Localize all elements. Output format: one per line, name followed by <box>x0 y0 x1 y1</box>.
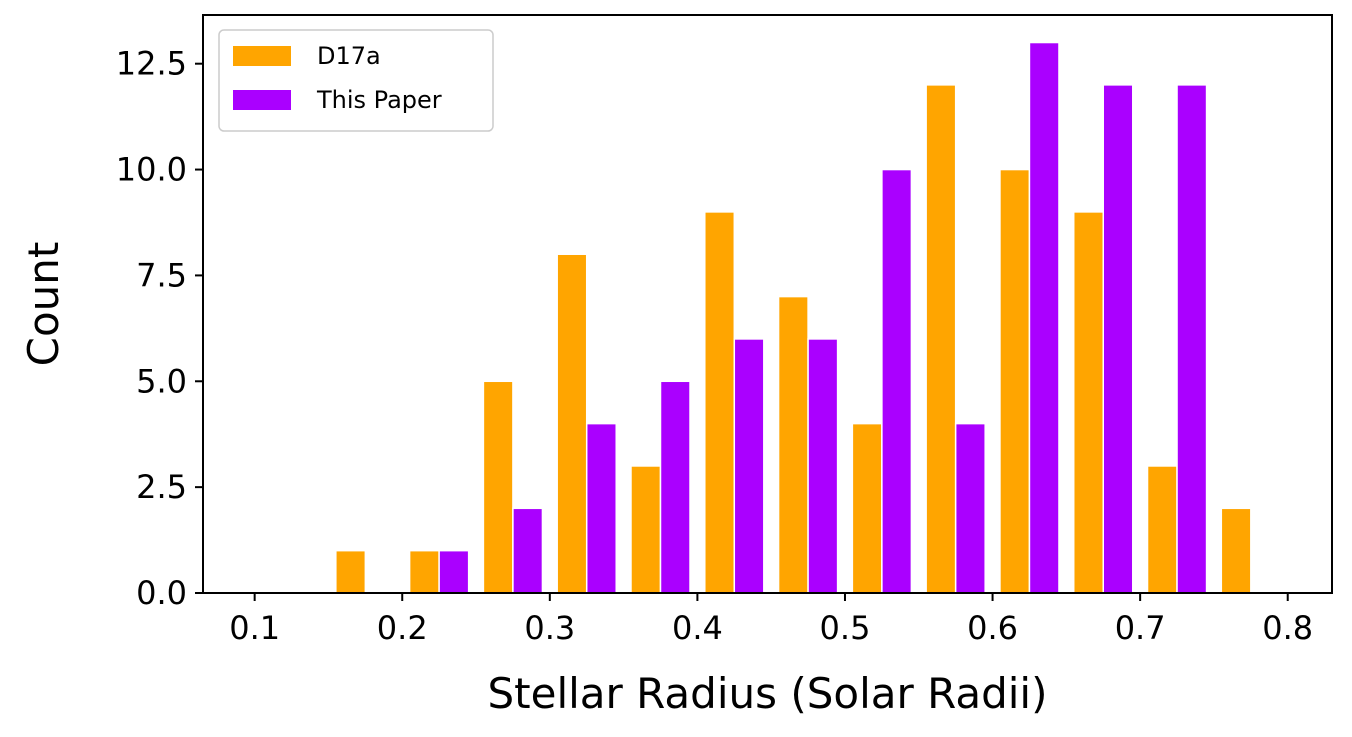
x-tick-label: 0.3 <box>524 609 575 647</box>
bar-d17a-10 <box>1072 211 1104 594</box>
x-tick-label: 0.4 <box>672 609 723 647</box>
bar-d17a-0 <box>335 549 367 594</box>
legend-swatch-this-paper <box>233 90 291 110</box>
bar-this-paper-3 <box>659 380 691 594</box>
bar-this-paper-7 <box>954 422 986 594</box>
bar-this-paper-0 <box>438 549 470 594</box>
legend-label-d17a: D17a <box>317 42 381 70</box>
bar-this-paper-9 <box>1102 84 1134 594</box>
plot-frame <box>202 14 1333 594</box>
bar-d17a-3 <box>556 253 588 594</box>
x-tick-label: 0.2 <box>377 609 428 647</box>
x-axis-ticks: 0.1 0.2 0.3 0.4 0.5 0.6 0.7 0.8 <box>229 593 1313 647</box>
bar-d17a-8 <box>925 84 957 594</box>
y-tick-label: 10.0 <box>116 151 187 189</box>
y-tick-label: 7.5 <box>136 256 187 294</box>
bar-this-paper-5 <box>807 338 839 594</box>
bar-this-paper-2 <box>585 422 617 594</box>
legend-swatch-d17a <box>233 46 291 66</box>
bars-layer <box>335 41 1252 594</box>
x-tick-label: 0.8 <box>1262 609 1313 647</box>
y-tick-label: 12.5 <box>116 45 187 83</box>
bar-d17a-11 <box>1146 465 1178 594</box>
bar-d17a-1 <box>408 549 440 594</box>
y-tick-label: 0.0 <box>136 574 187 612</box>
x-axis-label: Stellar Radius (Solar Radii) <box>488 669 1048 718</box>
x-tick-label: 0.7 <box>1115 609 1166 647</box>
bar-this-paper-6 <box>881 168 913 594</box>
x-tick-label: 0.6 <box>967 609 1018 647</box>
bar-d17a-7 <box>851 422 883 594</box>
y-tick-label: 5.0 <box>136 362 187 400</box>
y-tick-label: 2.5 <box>136 468 187 506</box>
x-tick-label: 0.1 <box>229 609 280 647</box>
bar-this-paper-4 <box>733 338 765 594</box>
bar-this-paper-8 <box>1028 41 1060 594</box>
bar-d17a-4 <box>630 465 662 594</box>
bar-d17a-12 <box>1220 507 1252 594</box>
y-axis-ticks: 0.0 2.5 5.0 7.5 10.0 12.5 <box>116 45 203 612</box>
bar-d17a-9 <box>999 168 1031 594</box>
bar-d17a-6 <box>777 295 809 594</box>
bar-d17a-5 <box>704 211 736 594</box>
legend: D17a This Paper <box>218 29 494 132</box>
bar-this-paper-10 <box>1176 84 1208 594</box>
y-axis-label: Count <box>19 242 68 367</box>
legend-label-this-paper: This Paper <box>316 86 442 114</box>
bar-d17a-2 <box>482 380 514 594</box>
bar-this-paper-1 <box>512 507 544 594</box>
x-tick-label: 0.5 <box>820 609 871 647</box>
